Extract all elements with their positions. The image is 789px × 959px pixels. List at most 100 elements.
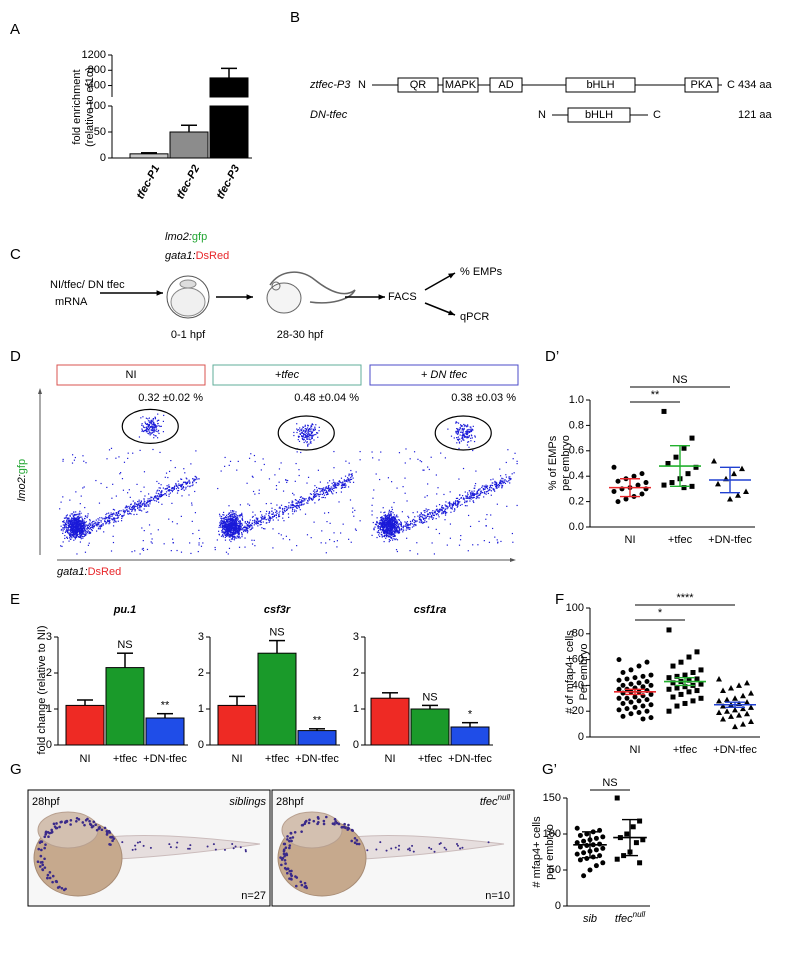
flow-dot [155,426,157,428]
flow-dot [320,542,322,544]
flow-dot [230,522,232,525]
flow-dot [74,533,76,535]
flow-dot [76,525,78,527]
flow-dot [387,526,389,528]
flow-dot [128,507,131,509]
flow-dot [95,519,97,521]
flow-dot [73,528,75,530]
flow-dot [73,529,75,531]
flow-dot [176,523,178,525]
flow-dot [398,526,400,529]
flow-dot [477,493,479,495]
flow-dot [299,430,301,432]
flow-dot [155,497,158,499]
flow-dot [121,517,123,519]
flow-dot [155,425,157,427]
flow-dot [150,541,152,543]
flow-dot [396,531,398,533]
flow-dot [160,491,162,494]
flow-dot [252,476,254,478]
x-tick-label: +DN-tfec [448,753,492,765]
flow-dot [381,522,383,524]
flow-dot [230,535,232,537]
flow-dot [74,519,76,522]
flow-dot [182,482,185,484]
flow-dot [140,417,142,419]
flow-dot [465,501,467,503]
x-tick-label: tfec-P2 [174,163,202,201]
flow-dot [485,493,487,495]
flow-dot [243,526,245,528]
flow-dot [223,532,225,534]
flow-dot [248,525,250,528]
flow-dot [501,481,503,483]
stain-dot [40,848,43,852]
flow-dot [233,527,235,529]
flow-dot [113,512,115,514]
flow-dot [118,514,120,517]
flow-dot [304,513,307,515]
flow-dot [223,520,225,522]
stain-dot [105,829,109,833]
flow-dot [229,533,231,535]
flow-dot [65,526,67,528]
flow-dot [508,479,510,482]
flow-dot [161,491,163,493]
flow-dot [187,481,189,483]
flow-dot [97,518,99,520]
flow-dot [312,490,315,492]
flow-dot [504,479,506,481]
flow-dot [409,520,412,523]
embryo-yolk [266,282,302,314]
flow-dot [156,490,158,492]
flow-dot [117,512,120,514]
flow-dot [258,489,260,491]
flow-dot [238,522,240,524]
flow-dot [344,482,346,484]
flow-dot [74,534,76,536]
flow-dot [241,522,243,525]
n-terminus: N [358,79,366,91]
flow-dot [261,527,263,529]
data-point [639,471,645,477]
flow-dot [238,546,241,548]
flow-dot [457,433,459,435]
flow-dot [344,480,346,482]
flow-dot [469,490,471,492]
flow-dot [71,527,73,529]
flow-dot [341,483,343,485]
flow-dot [60,501,62,503]
flow-dot [224,521,227,523]
flow-dot [312,424,314,426]
stain-dot [288,844,292,847]
flow-dot [305,428,308,430]
data-point [620,682,626,688]
flow-dot [108,512,110,514]
flow-dot [344,483,346,485]
flow-dot [387,514,389,516]
flow-dot [70,533,72,535]
flow-dot [234,526,236,528]
flow-dot [62,530,64,532]
flow-dot [113,521,115,523]
flow-dot [174,485,176,487]
flow-dot [449,502,451,505]
flow-dot [424,511,426,514]
flow-dot [231,536,234,538]
flow-dot [88,542,90,544]
flow-dot [338,501,340,503]
data-point [724,708,730,714]
flow-dot [342,482,344,484]
flow-dot [224,533,226,535]
flow-dot [386,532,389,535]
data-point [711,457,717,464]
flow-dot [386,527,389,530]
flow-dot [72,454,74,456]
stain-dot [88,819,91,823]
flow-dot [388,529,390,531]
flow-dot [464,505,467,507]
flow-dot [390,533,392,535]
flow-dot [308,432,310,435]
flow-dot [321,488,323,490]
flow-dot [65,516,67,518]
